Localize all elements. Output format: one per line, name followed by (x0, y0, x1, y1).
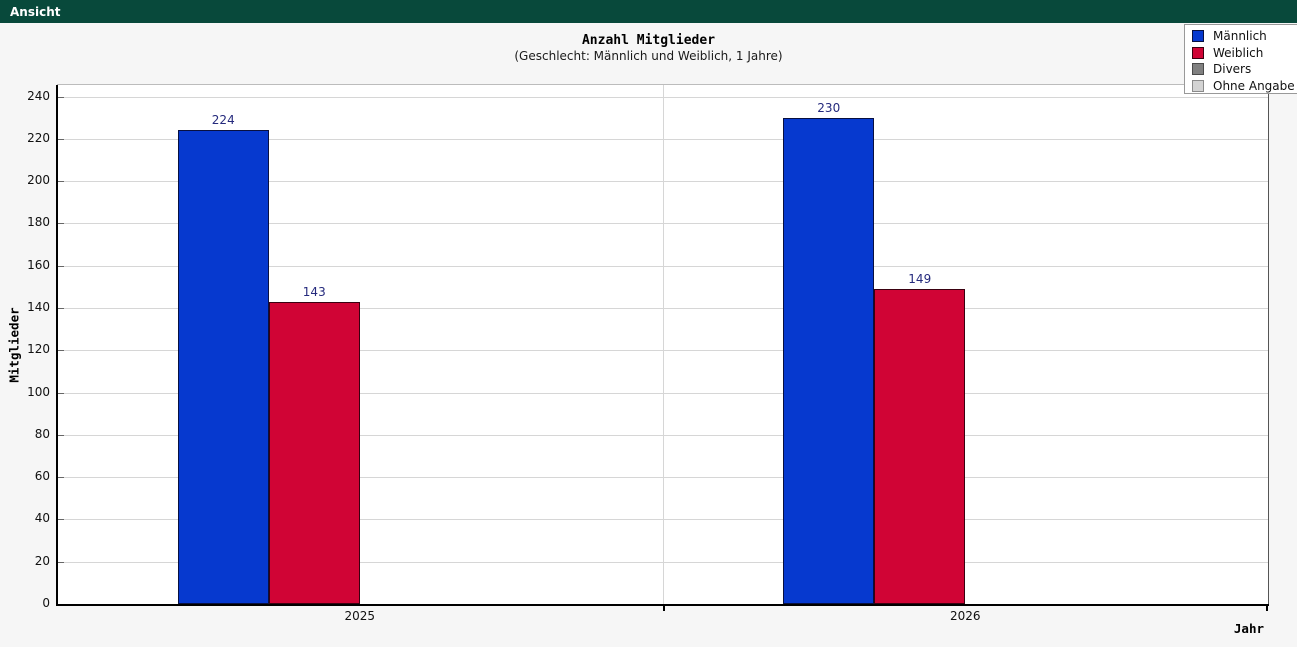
y-tick-label: 40 (34, 511, 50, 526)
bar-weiblich-2025 (268, 301, 360, 604)
legend-swatch-weiblich (1192, 46, 1204, 59)
y-tick (57, 434, 64, 436)
y-tick (57, 519, 64, 521)
y-tick-label: 60 (34, 469, 50, 484)
legend-swatch-ohne-angabe (1192, 79, 1204, 92)
legend-item-divers: Divers (1185, 61, 1297, 78)
y-tick (57, 265, 64, 267)
y-tick (57, 350, 64, 352)
bar-weiblich-2026 (874, 289, 966, 604)
y-tick (57, 181, 64, 183)
y-tick-label: 20 (34, 553, 50, 568)
plot-right-border (1268, 85, 1269, 604)
category-divider-gridline (662, 85, 664, 604)
legend-label: Ohne Angabe (1213, 78, 1295, 93)
y-tick-label: 80 (34, 426, 50, 441)
bar-maennlich-2025 (177, 130, 269, 604)
plot-area: 224 143 230 149 (57, 85, 1268, 604)
y-tick (57, 96, 64, 98)
x-axis-spine (56, 604, 1269, 606)
legend: Männlich Weiblich Divers Ohne Angabe (1184, 24, 1297, 94)
y-tick-label: 140 (27, 300, 50, 315)
menu-bar: Ansicht (0, 0, 1297, 23)
y-tick-label: 240 (27, 88, 50, 103)
bar-value-label: 230 (817, 100, 841, 115)
y-tick (57, 561, 64, 563)
y-tick-label: 160 (27, 257, 50, 272)
x-tick-label: 2025 (344, 609, 376, 623)
y-tick (57, 477, 64, 479)
legend-label: Weiblich (1213, 45, 1264, 60)
y-tick (57, 138, 64, 140)
y-axis-spine (56, 85, 58, 606)
y-tick-label: 0 (42, 596, 50, 610)
legend-swatch-divers (1192, 63, 1204, 76)
x-tick-mark (1266, 606, 1268, 611)
x-tick-label: 2026 (949, 609, 981, 623)
y-tick-label: 220 (27, 130, 50, 145)
y-tick (57, 392, 64, 394)
bar-value-label: 143 (302, 284, 326, 299)
y-tick (57, 223, 64, 225)
legend-item-ohne-angabe: Ohne Angabe (1185, 78, 1297, 95)
legend-label: Männlich (1213, 29, 1267, 44)
plot-top-border (57, 84, 1269, 85)
menu-item-ansicht[interactable]: Ansicht (10, 4, 61, 19)
chart-subtitle: (Geschlecht: Männlich und Weiblich, 1 Ja… (514, 49, 783, 63)
bar-value-label: 224 (211, 113, 235, 128)
chart-title: Anzahl Mitglieder (581, 33, 716, 48)
y-tick-label: 200 (27, 173, 50, 188)
legend-item-maennlich: Männlich (1185, 28, 1297, 45)
bar-value-label: 149 (908, 272, 932, 286)
x-axis-title: Jahr (1233, 621, 1264, 636)
y-tick-label: 120 (27, 342, 50, 357)
y-tick (57, 308, 64, 310)
legend-swatch-maennlich (1192, 30, 1204, 43)
y-tick-label: 180 (27, 215, 50, 230)
x-tick-mark (662, 606, 665, 611)
legend-label: Divers (1213, 62, 1252, 77)
y-tick-label: 100 (27, 384, 50, 399)
legend-item-weiblich: Weiblich (1185, 45, 1297, 62)
bar-maennlich-2026 (783, 117, 875, 604)
